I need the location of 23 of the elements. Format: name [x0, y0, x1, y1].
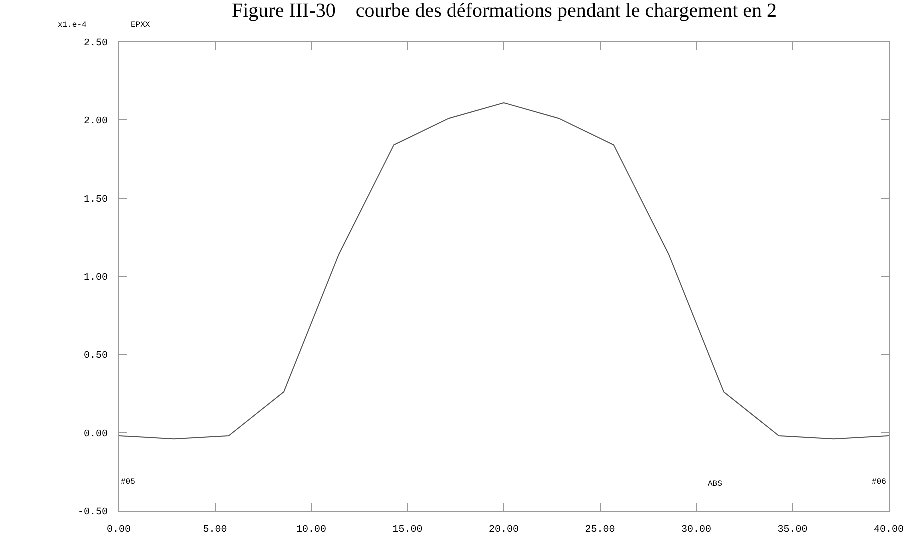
- y-tick-label: 2.50: [84, 38, 108, 50]
- x-tick-label: 15.00: [392, 525, 423, 536]
- line-series: [119, 102, 889, 440]
- x-tick-label: 20.00: [488, 525, 520, 536]
- x-tick-label: 10.00: [296, 525, 327, 536]
- x-tick-label: 40.00: [874, 525, 904, 536]
- x-tick-label: 30.00: [681, 525, 712, 536]
- annotation: #05: [121, 478, 136, 487]
- chart-title: Figure III-30 courbe des déformations pendant le chargement en 2: [232, 0, 777, 22]
- y-axis-title: x1.e-4: [58, 21, 88, 30]
- x-axis-title: ABS: [708, 480, 723, 489]
- y-tick-label: 1.50: [84, 194, 108, 206]
- y-tick-label: 0.00: [84, 429, 108, 440]
- x-tick-label: 25.00: [585, 525, 616, 536]
- x-tick-label: 35.00: [778, 525, 808, 536]
- y-tick-label: 2.00: [84, 116, 108, 128]
- x-tick-label: 0.00: [106, 525, 132, 536]
- y-tick-label: 0.50: [84, 351, 108, 362]
- y-tick-label: 1.00: [84, 273, 108, 284]
- annotation: #06: [872, 478, 887, 487]
- text: EPXX: [131, 21, 150, 30]
- x-tick-label: 5.00: [203, 525, 228, 536]
- y-tick-label: -0.50: [78, 508, 108, 518]
